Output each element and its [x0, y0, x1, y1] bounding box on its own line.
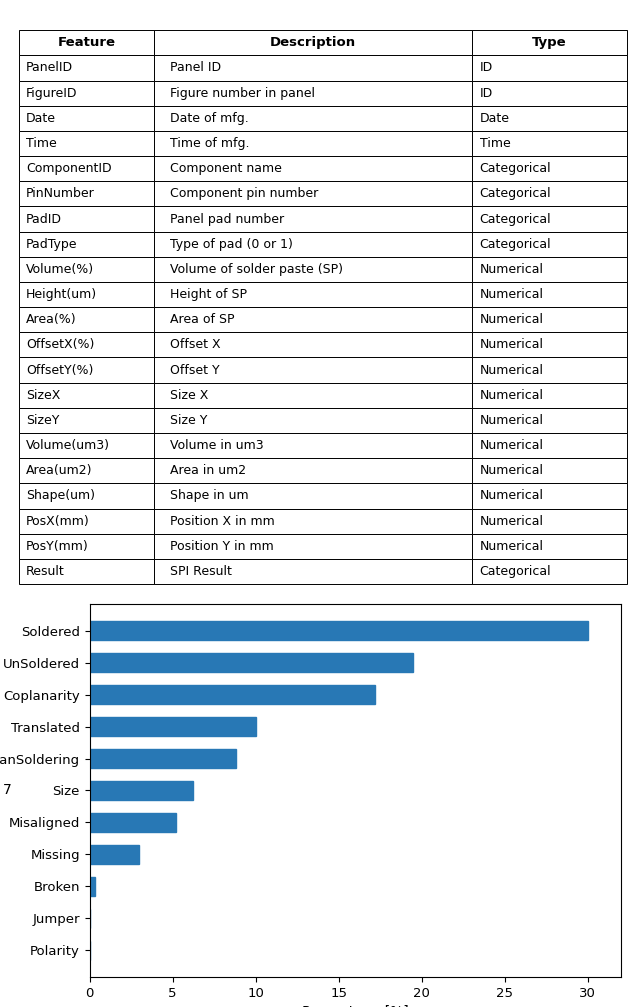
Bar	[90, 685, 375, 704]
X-axis label: Percentage [%]: Percentage [%]	[302, 1005, 408, 1007]
Bar	[90, 654, 413, 673]
Bar	[90, 780, 193, 801]
Bar	[90, 877, 95, 896]
Text: 7: 7	[3, 783, 12, 798]
Bar	[90, 845, 140, 864]
Bar	[90, 813, 176, 832]
Bar	[90, 749, 236, 768]
Bar	[90, 621, 588, 640]
Bar	[90, 717, 255, 736]
